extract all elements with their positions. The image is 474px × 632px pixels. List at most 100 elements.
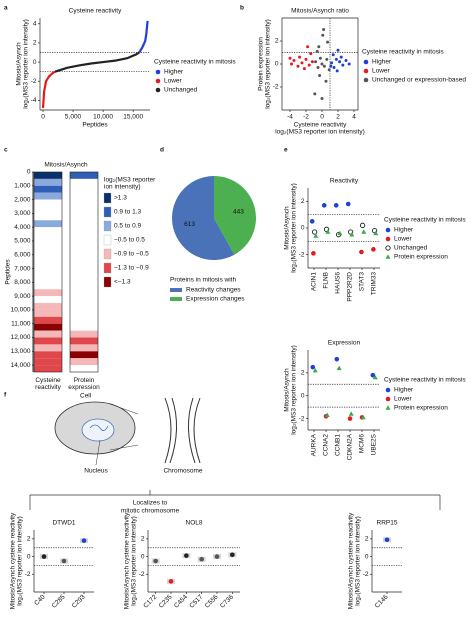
legend-title: log₂(MS3 reporter	[104, 177, 156, 184]
heatmap-cell	[34, 220, 62, 228]
legend-marker	[385, 245, 391, 251]
point	[326, 40, 330, 44]
heatmap-cell	[70, 351, 98, 359]
marker	[336, 365, 342, 371]
chart-title: Cysteine reactivity	[69, 8, 122, 15]
point	[321, 33, 325, 37]
y-axis-label: log₂(MS3 reporter ion intensity)	[131, 516, 138, 606]
y-tick-label: 9,000	[14, 293, 31, 300]
point	[288, 56, 292, 60]
marker	[371, 247, 376, 252]
curve	[54, 51, 140, 73]
y-axis-label: Mitosis/Asynch cysteine reactivity	[10, 512, 17, 609]
y-tick-label: 0	[301, 225, 305, 232]
marker	[153, 558, 158, 564]
y-tick-label: -2	[139, 571, 145, 578]
marker	[311, 229, 318, 235]
legend-marker	[363, 77, 369, 83]
marker	[370, 372, 376, 378]
marker	[311, 251, 316, 256]
point	[322, 64, 326, 68]
legend-label: Lower	[394, 236, 413, 243]
x-tick-label: 2	[336, 114, 340, 121]
legend-swatch	[170, 297, 182, 301]
point	[325, 57, 329, 61]
marker	[324, 412, 330, 417]
x-tick-label: C517	[188, 593, 204, 609]
heatmap-cell	[34, 261, 62, 269]
y-tick-label: 2	[141, 536, 145, 543]
legend-label: 0.9 to 1.3	[114, 209, 141, 216]
heatmap-cell	[70, 247, 98, 255]
heatmap-cell	[34, 275, 62, 283]
legend-label: Reactivity changes	[186, 287, 241, 294]
caption: Localizes to	[133, 500, 168, 507]
heatmap-frame	[69, 171, 99, 373]
heatmap-cell	[34, 227, 62, 235]
column-label: Cysteine reactivity	[35, 377, 61, 391]
y-tick-label: 2	[301, 198, 305, 205]
y-axis-label: log₂(MS3 reporter ion intensity)	[291, 183, 298, 273]
x-tick-label: TRIM33	[371, 272, 378, 296]
zoom-line	[109, 444, 139, 451]
heatmap-cell	[34, 213, 62, 221]
legend-label: Protein expression	[394, 254, 448, 261]
heatmap-cell	[34, 309, 62, 317]
heatmap-cell	[70, 178, 98, 186]
point	[314, 60, 318, 64]
diagram: Cell Nucleus Chromosome Localizes to mit…	[29, 393, 441, 515]
legend-label: −0.5 to 0.5	[114, 237, 145, 244]
point	[341, 63, 345, 67]
heatmap-cell	[34, 289, 62, 297]
heatmap-cell	[34, 303, 62, 310]
heatmap-cell	[34, 206, 62, 214]
marker	[309, 219, 315, 224]
point	[331, 53, 335, 57]
x-tick-label: HAUS6	[335, 272, 342, 294]
legend-marker	[363, 59, 369, 65]
heatmap-cell	[70, 365, 98, 372]
point	[310, 60, 314, 64]
heatmap-cell	[70, 358, 98, 366]
x-tick-label: UBE2S	[371, 433, 378, 455]
marker	[312, 367, 318, 373]
legend-label: >1.3	[114, 195, 127, 202]
legend-title: Cysteine reactivity in mitosis	[154, 59, 236, 66]
y-tick-label: 0	[33, 59, 37, 66]
legend-marker	[385, 405, 391, 410]
x-tick-label: 4	[352, 114, 356, 121]
panel-label: b	[240, 5, 244, 12]
point	[313, 92, 317, 96]
point	[330, 61, 334, 65]
point	[307, 63, 311, 67]
point	[334, 57, 338, 61]
column-label-line: Protein	[74, 377, 95, 384]
nucleus-label: Nucleus	[84, 468, 108, 475]
x-tick-label: C285	[51, 593, 67, 609]
point	[320, 62, 324, 66]
heatmap-cell	[70, 254, 98, 262]
heatmap-cell	[34, 254, 62, 262]
panel-label: c	[4, 147, 8, 154]
heatmap-cell	[70, 344, 98, 352]
legend-marker	[385, 396, 391, 402]
heatmap-cell	[34, 199, 62, 207]
legend-label: 0.5 to 0.9	[114, 223, 141, 230]
heatmap-cell	[34, 358, 62, 366]
caption: mitotic chromosome	[121, 508, 180, 515]
heatmap-cell	[70, 337, 98, 345]
heatmap-cell	[70, 309, 98, 317]
legend-label: −1.3 to −0.9	[114, 265, 149, 272]
column-label-line: reactivity	[35, 384, 61, 391]
heatmap-cell	[70, 316, 98, 324]
y-tick-label: 2,000	[14, 196, 31, 203]
marker	[360, 414, 366, 420]
heatmap-cell	[70, 192, 98, 200]
pointer-line	[95, 439, 101, 466]
heatmap-cell	[34, 172, 62, 179]
x-axis-label: Peptides	[82, 122, 108, 129]
legend-marker	[385, 236, 391, 242]
chromosome-shape	[164, 397, 201, 464]
heatmap-cell	[34, 323, 62, 331]
y-tick-label: 7,000	[14, 265, 31, 272]
